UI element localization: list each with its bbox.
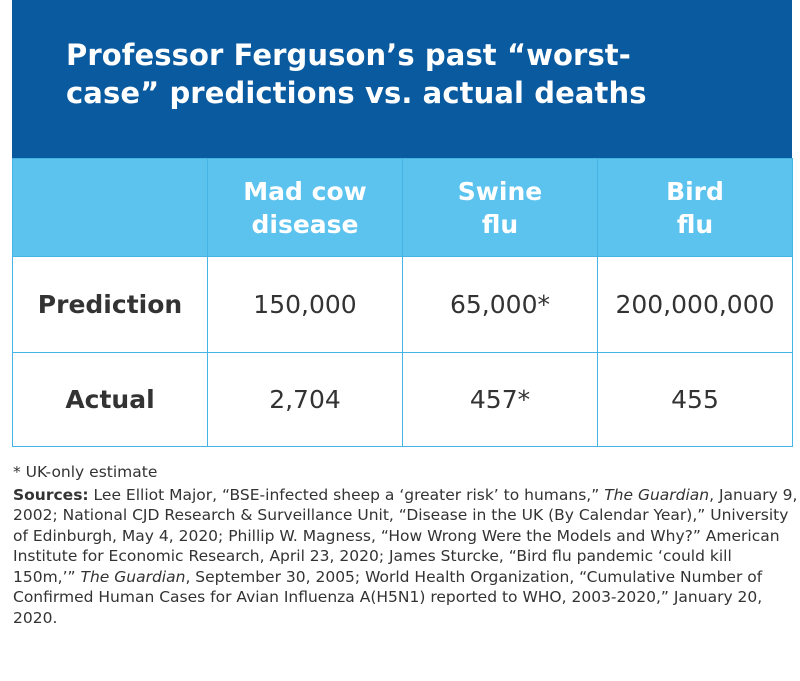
sources-text: Sources: Lee Elliot Major, “BSE-infected…	[13, 485, 798, 629]
column-header-line: disease	[251, 209, 359, 239]
sources-publication: The Guardian	[80, 567, 186, 586]
column-header-line: flu	[676, 209, 714, 239]
table-cell: 200,000,000	[597, 256, 793, 353]
column-header-line: Mad cow	[243, 176, 367, 206]
table-cell: 2,704	[207, 352, 403, 447]
table-cell: 457*	[402, 352, 598, 447]
table-cell: 455	[597, 352, 793, 447]
chart-title: Professor Ferguson’s past “worst-case” p…	[66, 38, 647, 110]
column-header-row: Mad cow disease Swine flu Bird flu	[12, 158, 793, 257]
notes-block: * UK-only estimate Sources: Lee Elliot M…	[13, 462, 798, 628]
table-cell: 65,000*	[402, 256, 598, 353]
footnote: * UK-only estimate	[13, 463, 158, 481]
column-header-line: Swine	[457, 176, 543, 206]
sources-publication: The Guardian	[604, 485, 710, 504]
column-header-mad-cow: Mad cow disease	[207, 158, 403, 257]
table-row-prediction: Prediction 150,000 65,000* 200,000,000	[12, 256, 793, 353]
column-header-line: Bird	[666, 176, 724, 206]
comparison-table: Mad cow disease Swine flu Bird flu Predi…	[12, 158, 793, 447]
title-banner: Professor Ferguson’s past “worst-case” p…	[12, 0, 792, 158]
column-header-swine-flu: Swine flu	[402, 158, 598, 257]
corner-cell	[12, 158, 208, 257]
infographic-card: Professor Ferguson’s past “worst-case” p…	[12, 0, 793, 447]
column-header-line: flu	[481, 209, 519, 239]
sources-part: , January 9, 2002; National CJD Research…	[13, 485, 798, 586]
sources-part: Lee Elliot Major, “BSE-infected sheep a …	[88, 485, 605, 504]
table-row-actual: Actual 2,704 457* 455	[12, 352, 793, 447]
column-header-bird-flu: Bird flu	[597, 158, 793, 257]
table-cell: 150,000	[207, 256, 403, 353]
sources-part: , September 30, 2005; World Health Organ…	[13, 567, 763, 627]
row-label: Actual	[12, 352, 208, 447]
row-label: Prediction	[12, 256, 208, 353]
sources-label: Sources:	[13, 485, 89, 504]
